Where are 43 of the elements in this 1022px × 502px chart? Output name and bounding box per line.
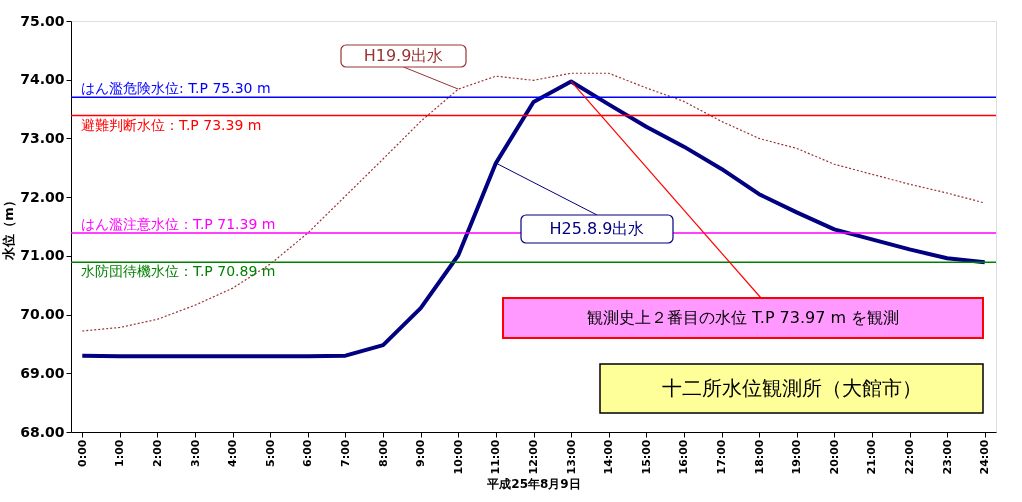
x-tick-label: 13:00: [564, 439, 578, 475]
x-tick-label: 17:00: [715, 439, 729, 475]
x-tick-label: 1:00: [113, 439, 127, 467]
x-tick-label: 22:00: [903, 439, 917, 475]
text: H25.8.9出水: [549, 219, 645, 238]
x-tick-label: 5:00: [263, 439, 277, 467]
x-tick-label: 3:00: [188, 439, 202, 467]
ref-line-label: はん濫注意水位：T.P 71.39 m: [81, 215, 276, 232]
x-tick-label: 23:00: [940, 439, 954, 475]
x-tick-label: 20:00: [827, 439, 841, 475]
series-label: H19.9出水: [363, 46, 444, 65]
y-tick-label: 75.00: [20, 12, 65, 29]
x-tick-label: 15:00: [639, 439, 653, 475]
x-tick-label: 24:00: [978, 439, 992, 475]
x-tick-label: 11:00: [489, 439, 503, 475]
x-tick-label: 4:00: [226, 439, 240, 467]
y-tick-label: 69.00: [20, 364, 65, 381]
ref-line-label: はん濫危険水位: T.P 75.30 m: [81, 80, 271, 97]
y-tick-label: 71.00: [20, 247, 65, 264]
annotation: 十二所水位観測所（大館市）: [661, 375, 922, 400]
y-tick-label: 70.00: [20, 306, 65, 323]
x-tick-label: 6:00: [301, 439, 315, 467]
x-tick-label: 8:00: [376, 439, 390, 467]
ref-line-label: 避難判断水位：T.P 73.39 m: [81, 116, 262, 133]
ref-line-label: 水防団待機水位：T.P 70.89 m: [81, 263, 276, 280]
annotation: 観測史上２番目の水位 T.P 73.97 m を観測: [586, 308, 900, 327]
x-tick-label: 16:00: [677, 439, 691, 475]
x-tick-label: 2:00: [150, 439, 164, 467]
y-tick-label: 72.00: [20, 188, 65, 205]
y-axis-title: 水位（m）: [1, 194, 17, 261]
x-tick-label: 14:00: [602, 439, 616, 475]
x-tick-label: 19:00: [790, 439, 804, 475]
y-tick-label: 73.00: [20, 129, 65, 146]
x-tick-label: 18:00: [752, 439, 766, 475]
x-tick-label: 0:00: [75, 439, 89, 467]
x-axis-title: 平成25年8月9日: [486, 476, 581, 491]
x-tick-label: 21:00: [865, 439, 879, 475]
x-tick-label: 10:00: [451, 439, 465, 475]
x-tick-label: 9:00: [414, 439, 428, 467]
x-tick-label: 12:00: [527, 439, 540, 475]
x-tick-label: 7:00: [338, 439, 352, 467]
y-tick-label: 68.00: [20, 423, 65, 440]
y-tick-label: 74.00: [20, 71, 65, 88]
